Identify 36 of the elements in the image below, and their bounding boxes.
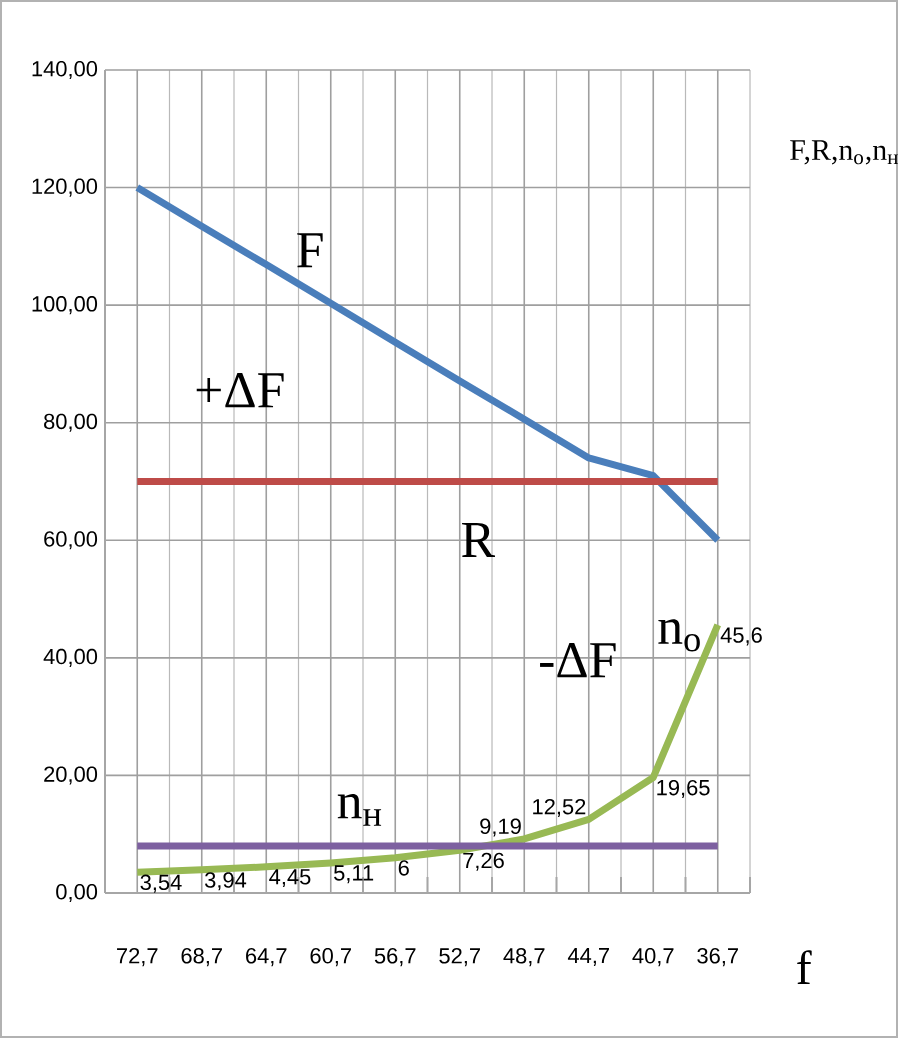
x-axis-title: f: [797, 950, 812, 984]
x-tick-label: 36,7: [697, 948, 738, 967]
x-tick-label: 52,7: [439, 948, 480, 967]
annotation: n$_{о}$: [658, 619, 700, 652]
annotation: F: [297, 233, 323, 268]
data-label: 9,19: [480, 818, 521, 837]
x-tick-label: 68,7: [181, 948, 222, 967]
x-tick-label: 60,7: [310, 948, 351, 967]
annotation: n$_{н}$: [337, 793, 382, 826]
x-tick-label: 56,7: [374, 948, 416, 967]
x-tick-label: 44,7: [567, 948, 609, 966]
x-tick-label: 40,7: [632, 948, 674, 967]
data-label: 5,11: [334, 865, 374, 884]
data-label: 7,26: [463, 852, 504, 871]
y-axis-title: F,R,n$_{о}$,n$_{н}$: [790, 140, 898, 165]
y-tick-label: 80,00: [44, 413, 98, 432]
y-tick-label: 100,00: [32, 296, 98, 315]
data-label: 3,94: [204, 872, 247, 891]
annotation: +ΔF: [196, 373, 284, 408]
y-tick-label: 140,00: [32, 60, 98, 80]
y-tick-label: 120,00: [32, 178, 98, 197]
y-tick-label: 40,00: [43, 648, 98, 667]
data-label: 6: [398, 860, 409, 876]
data-label: 19,65: [657, 779, 710, 798]
y-tick-label: 60,00: [44, 531, 98, 550]
x-tick-label: 72,7: [117, 948, 158, 967]
data-label: 4,45: [269, 869, 311, 888]
annotation: -ΔF: [540, 642, 616, 678]
x-tick-label: 48,7: [503, 948, 545, 967]
y-tick-label: 20,00: [44, 766, 98, 785]
x-tick-label: 64,7: [246, 948, 287, 967]
data-label: 3,54: [140, 874, 182, 893]
y-tick-label: 0,00: [56, 883, 98, 903]
annotation: R: [462, 522, 495, 557]
data-label: 45,6: [720, 627, 762, 646]
data-label: 12,52: [533, 798, 586, 817]
